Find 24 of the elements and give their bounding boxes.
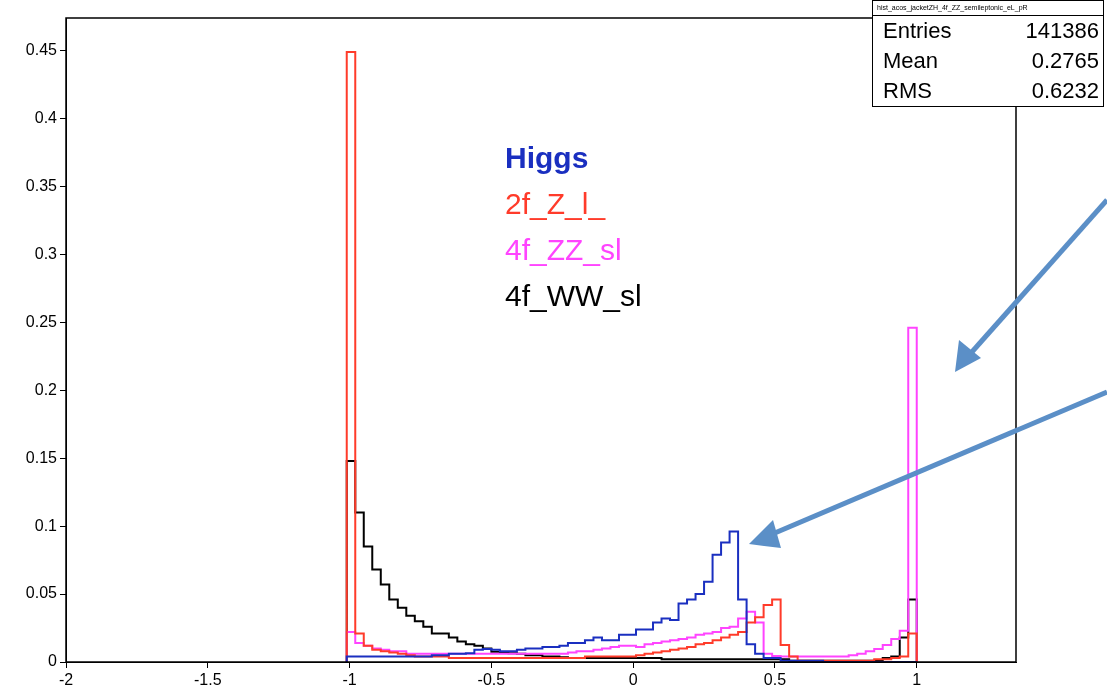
y-tick-label: 0.05 [25,584,58,602]
text: RMS 0.6232 [883,78,1099,103]
y-tick-label: 0.2 [34,380,58,398]
y-tick-label: 0.35 [25,176,58,194]
y-tick-label: 0.15 [25,448,58,466]
x-tick-label: -0.5 [477,671,506,689]
text: Mean 0.2765 [883,48,1099,73]
text: Higgs [505,140,590,176]
text: 2f_Z_l_ [505,186,607,222]
y-tick-label: 0 [48,652,58,670]
y-tick-label: 0.1 [34,516,58,534]
x-tick-label: 1 [912,671,922,689]
text: 4f_WW_sl [505,278,642,314]
x-tick-label: -2 [58,671,74,689]
x-tick-label: -1 [342,671,357,689]
y-tick-label: 0.25 [25,312,58,330]
y-tick-label: 0.3 [34,244,58,262]
text: Entries 141386 [883,18,1099,43]
y-tick-label: 0.4 [34,108,58,126]
x-tick-label: -1.5 [194,671,222,689]
x-tick-label: 0 [628,671,638,689]
y-tick-label: 0.45 [25,41,58,59]
x-tick-label: 0.5 [763,671,787,689]
text: 4f_ZZ_sl [505,232,623,268]
